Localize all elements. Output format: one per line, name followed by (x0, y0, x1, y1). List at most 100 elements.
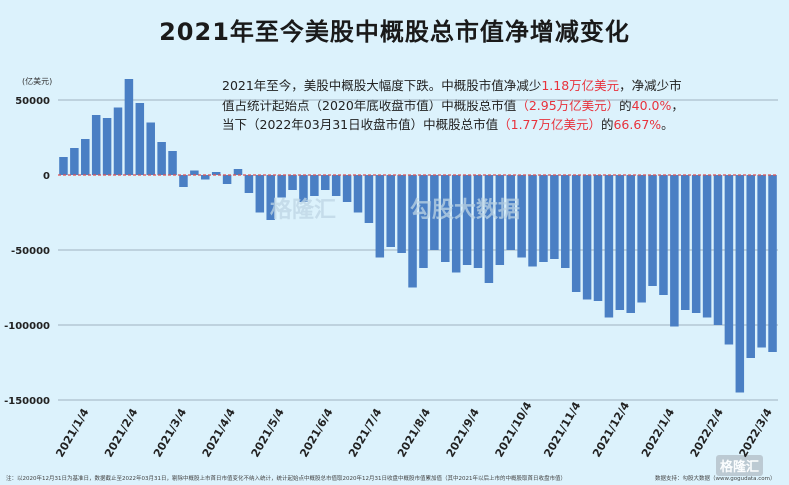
bar (124, 79, 134, 175)
note-highlight: （1.77万亿美元） (498, 117, 601, 132)
bar (157, 142, 166, 175)
bar (561, 175, 570, 268)
bar (310, 175, 319, 196)
note-text: 值占统计起始点（2020年底收盘市值）中概股总市值 (222, 97, 517, 113)
x-tick-label: 2021/4/4 (200, 406, 238, 460)
bar (506, 175, 515, 250)
y-tick-label: -150000 (4, 396, 50, 407)
bar (255, 175, 265, 213)
bar (331, 175, 341, 196)
bar (768, 175, 777, 352)
bar (648, 175, 657, 286)
y-axis-unit: (亿美元) (22, 77, 53, 86)
bar (102, 118, 112, 175)
bar (593, 175, 603, 301)
bar (408, 175, 417, 288)
bar (441, 175, 450, 262)
note-text: 的 (600, 117, 614, 132)
bar (179, 175, 188, 187)
bar (746, 175, 755, 358)
bar (288, 175, 297, 190)
bar (539, 175, 548, 262)
note-text: 2021年至今，美股中概股大幅度下跌。中概股市值净减少 (222, 78, 542, 93)
bar (353, 175, 363, 213)
bar (702, 175, 712, 318)
bar (713, 175, 723, 325)
note-text: 。 (661, 117, 674, 132)
x-tick-label: 2021/3/4 (151, 406, 189, 460)
bar (473, 175, 483, 268)
bar (495, 175, 505, 265)
bar (277, 175, 286, 198)
bar (484, 175, 494, 283)
bar (550, 175, 559, 259)
bar (724, 175, 734, 345)
x-tick-label: 2021/10/4 (493, 399, 535, 459)
bar (146, 122, 155, 175)
bar (659, 175, 668, 295)
bar (190, 170, 199, 175)
bar (222, 175, 232, 184)
y-tick-label: 50000 (15, 96, 50, 107)
x-tick-label: 2021/2/4 (102, 406, 140, 460)
bar (681, 175, 690, 310)
x-tick-label: 2021/11/4 (541, 399, 583, 459)
bar (266, 175, 275, 220)
annotation-text: 2021年至今，美股中概股大幅度下跌。中概股市值净减少1.18万亿美元，净减少市… (222, 76, 742, 135)
bar (430, 175, 439, 250)
bar (451, 175, 461, 273)
x-tick-label: 2021/7/4 (346, 406, 384, 460)
bar (113, 107, 123, 175)
bar (81, 139, 90, 175)
bar (299, 175, 308, 202)
x-tick-label: 2021/9/4 (444, 406, 482, 460)
note-text: 的 (619, 97, 632, 113)
x-tick-label: 2021/5/4 (249, 406, 287, 460)
x-tick-label: 2022/2/4 (688, 406, 726, 460)
bar (528, 175, 537, 267)
y-tick-label: 0 (43, 171, 50, 182)
bar (582, 175, 592, 300)
bar (211, 172, 221, 175)
bar (244, 175, 254, 193)
bar (626, 175, 635, 313)
bar (397, 175, 406, 253)
bar (342, 175, 352, 202)
bar (615, 175, 625, 310)
bar (386, 175, 395, 247)
bar (571, 175, 581, 292)
bar (735, 175, 745, 393)
note-text: ， (671, 97, 684, 113)
bar (59, 157, 68, 175)
x-tick-label: 2022/1/4 (639, 406, 677, 460)
bar (604, 175, 614, 318)
note-highlight: 66.67% (613, 117, 662, 132)
note-text: ，净减少市 (619, 78, 682, 93)
note-highlight: 40.0% (631, 97, 672, 113)
bar (419, 175, 428, 268)
y-tick-label: -100000 (4, 321, 50, 332)
note-highlight: （2.95万亿美元） (516, 97, 620, 113)
bar (364, 175, 374, 223)
y-tick-label: -50000 (11, 246, 50, 257)
x-tick-label: 2021/1/4 (53, 406, 91, 460)
bar (637, 175, 646, 303)
bar (462, 175, 472, 265)
bar (691, 175, 701, 313)
bar (201, 175, 210, 180)
x-tick-label: 2021/6/4 (297, 406, 335, 460)
x-tick-label: 2021/8/4 (395, 406, 433, 460)
chart-title: 2021年至今美股中概股总市值净增减变化 (159, 18, 630, 46)
footer-note: 注：以2020年12月31日为基准日，数据截止至2022年03月31日，剔除中概… (6, 476, 566, 482)
bar (135, 103, 145, 175)
bar (321, 175, 330, 190)
x-tick-label: 2022/3/4 (737, 406, 775, 460)
bar (91, 115, 101, 175)
bar (233, 169, 243, 175)
x-tick-label: 2021/12/4 (590, 399, 632, 459)
gelonghui-logo: 格隆汇 (716, 455, 764, 476)
bar (375, 175, 385, 258)
bar (70, 148, 79, 175)
bar (517, 175, 526, 258)
